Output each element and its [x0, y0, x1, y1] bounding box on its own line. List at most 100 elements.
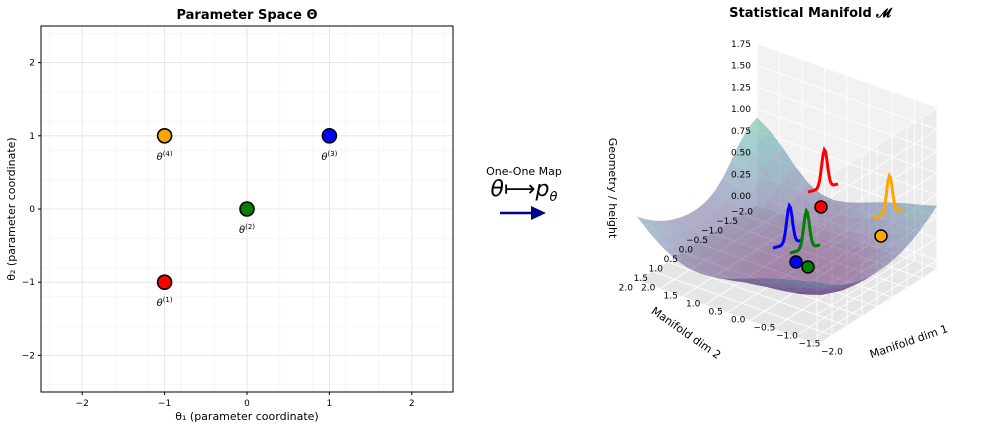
y-tick-label-3d: −1.5: [716, 217, 738, 227]
density-curve: [789, 207, 821, 255]
surface-patch: [889, 241, 912, 257]
surface-patch: [744, 218, 766, 236]
surface-patch: [855, 259, 877, 274]
surface-patch: [765, 278, 787, 284]
surface-patch: [877, 245, 899, 260]
z-tick-label: 1.25: [731, 83, 751, 93]
surface-patch: [757, 167, 779, 199]
pane-grid: [816, 259, 938, 337]
x-tick-label-3d: 0.5: [709, 308, 723, 318]
z-tick-label: 0.50: [731, 149, 751, 159]
surface-patch: [829, 285, 852, 294]
surface-patch: [817, 254, 839, 269]
statistical-manifold-panel: Statistical Manifold 𝓜 0.00 0.25 0.50 0.75 1…: [606, 6, 950, 362]
left-x-axis-label: θ₁ (parameter coordinate): [175, 410, 318, 423]
left-y-axis-label: θ₂ (parameter coordinate): [5, 137, 18, 280]
surface-patch: [748, 183, 770, 210]
surface-patch: [864, 202, 886, 219]
surface-patch: [881, 218, 903, 234]
surface-patch: [795, 214, 817, 233]
surface-patch: [705, 229, 727, 244]
surface-patch: [658, 234, 680, 249]
surface-patch: [817, 212, 839, 228]
y-tick-label-3d: −0.5: [686, 236, 708, 246]
surface-patch: [782, 287, 805, 292]
surface-patch: [701, 216, 723, 230]
surface-patch: [765, 286, 787, 292]
surface-patch: [808, 289, 830, 295]
surface-patch: [778, 175, 800, 203]
surface-patch: [727, 187, 749, 210]
surface-patch: [834, 272, 856, 283]
surface-patch: [868, 218, 890, 234]
surface-patch: [757, 228, 779, 245]
surface-patch: [735, 170, 757, 198]
x-tick-label: 2: [409, 399, 415, 409]
surface-patch: [769, 275, 792, 286]
left-points: θ(1) θ(2) θ(3) θ(4): [157, 128, 338, 309]
surface-patch: [637, 216, 659, 235]
surface-patch: [864, 266, 886, 281]
surface-patch: [654, 220, 676, 235]
surface-patch: [748, 270, 770, 282]
surface-patch: [812, 283, 835, 287]
surface-patch: [679, 214, 702, 227]
surface-patch: [782, 280, 805, 291]
one-one-map: One-One Map θ⟼pθ: [486, 165, 562, 220]
surface-patch: [847, 277, 869, 288]
surface-patch: [722, 217, 745, 233]
parameter-space-title: Parameter Space Θ: [176, 8, 317, 23]
surface-patch: [791, 240, 813, 258]
surface-patch: [838, 246, 860, 262]
surface-patch: [842, 261, 865, 274]
surface-patch: [735, 261, 757, 274]
surface-patch: [915, 204, 937, 220]
surface-patch: [744, 255, 766, 271]
x-tick-label: 1: [327, 399, 333, 409]
surface-patch: [838, 280, 860, 289]
z-tick-label: 0.00: [731, 192, 751, 202]
surface-patch: [855, 272, 877, 285]
surface-patch: [739, 197, 762, 219]
surface-patch: [821, 268, 843, 279]
surface-patch: [697, 266, 719, 275]
pane-grid: [756, 65, 938, 130]
surface-patch: [709, 243, 732, 258]
surface-patch: [829, 259, 852, 273]
surface-patch: [731, 246, 753, 262]
x-tick-label: −2: [76, 399, 89, 409]
z-tick-label: 0.75: [731, 127, 751, 137]
surface-patch: [821, 227, 843, 244]
surface-patch: [662, 219, 685, 233]
manifold-points: [789, 200, 888, 274]
surface-patch: [752, 281, 775, 288]
surface-patch: [778, 270, 800, 281]
z-tick-label: 1.00: [731, 105, 751, 115]
surface-patch: [727, 265, 749, 277]
surface-patch: [727, 232, 749, 247]
density-curve: [772, 202, 804, 250]
surface-patch: [791, 274, 813, 285]
y-tick-label-3d: −2.0: [731, 208, 753, 218]
surface-patch: [765, 221, 787, 239]
density-curve: [872, 172, 904, 220]
surface-patch: [907, 218, 929, 233]
map-p: p: [535, 177, 550, 202]
surface-patch: [735, 226, 757, 241]
surface-patch: [761, 278, 783, 288]
left-ticks: −2 −1 0 1 2 −2 −1 0 1 2: [22, 59, 415, 409]
map-theta: θ: [491, 177, 505, 202]
y-tick-label: 2: [29, 59, 35, 69]
manifold-point: [801, 260, 815, 274]
surface-patch: [825, 278, 847, 289]
pane-grid: [816, 107, 938, 185]
surface-patch: [671, 246, 693, 260]
surface-patch: [825, 243, 847, 260]
surface-patch: [718, 237, 740, 253]
surface-patch: [851, 248, 873, 262]
surface-patch: [752, 209, 775, 229]
surface-patch: [714, 224, 736, 238]
floor-grid: [636, 280, 818, 346]
surface-patch: [744, 152, 766, 184]
floor-grid: [651, 270, 833, 336]
